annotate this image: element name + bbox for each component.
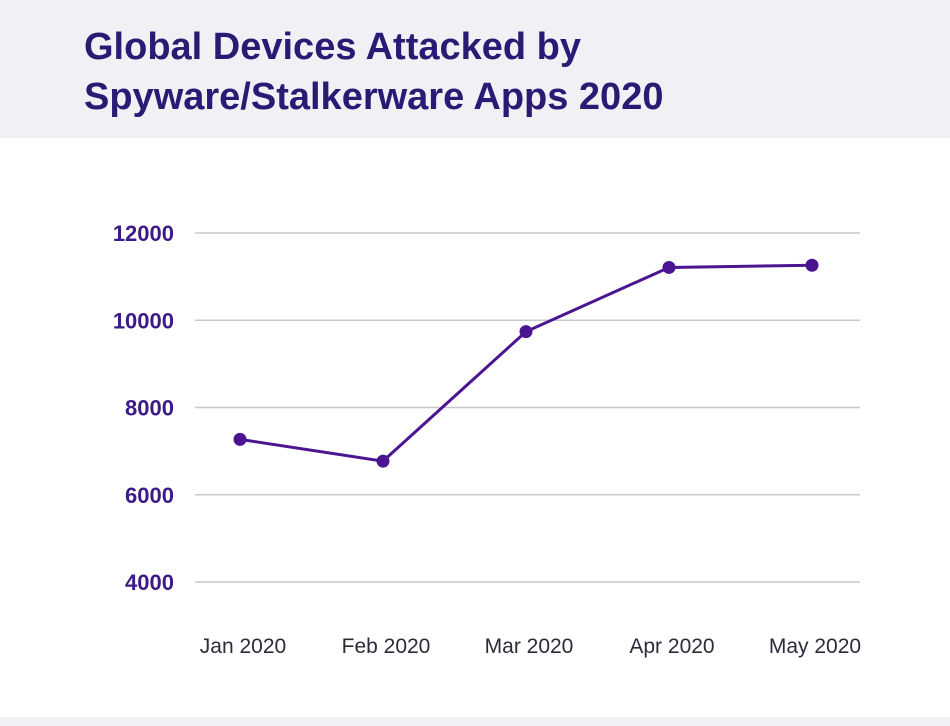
x-tick-label: Jan 2020 bbox=[200, 635, 286, 658]
x-tick-label: Mar 2020 bbox=[485, 635, 574, 658]
y-tick-label: 12000 bbox=[113, 221, 174, 246]
data-point bbox=[519, 325, 533, 339]
y-axis-ticks: 12000 10000 8000 6000 4000 bbox=[113, 221, 174, 595]
series bbox=[233, 258, 819, 468]
grid-lines bbox=[195, 232, 860, 583]
data-point bbox=[376, 454, 390, 468]
chart-title: Global Devices Attacked by Spyware/Stalk… bbox=[84, 26, 664, 118]
chart-header: Global Devices Attacked by Spyware/Stalk… bbox=[0, 0, 950, 138]
x-axis-ticks: Jan 2020 Feb 2020 Mar 2020 Apr 2020 May 2020 bbox=[200, 635, 861, 658]
y-tick-label: 8000 bbox=[125, 396, 174, 421]
y-tick-label: 10000 bbox=[113, 308, 174, 333]
y-tick-label: 4000 bbox=[125, 570, 174, 595]
footer-strip bbox=[0, 717, 950, 726]
y-tick-label: 6000 bbox=[125, 483, 174, 508]
x-tick-label: Feb 2020 bbox=[342, 635, 431, 658]
x-tick-label: Apr 2020 bbox=[629, 635, 714, 658]
x-tick-label: May 2020 bbox=[769, 635, 861, 658]
data-point bbox=[805, 258, 819, 272]
data-point bbox=[233, 432, 247, 446]
data-point bbox=[662, 260, 676, 274]
series-line bbox=[239, 263, 813, 463]
